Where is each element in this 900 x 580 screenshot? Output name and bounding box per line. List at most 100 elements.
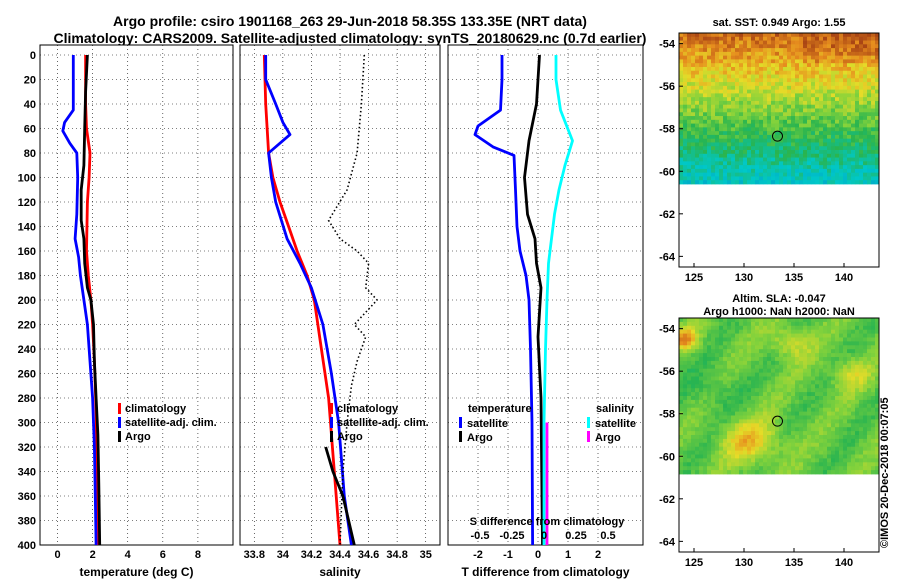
map-cell — [719, 165, 724, 170]
map-cell — [779, 431, 784, 436]
map-cell — [771, 341, 776, 346]
map-cell — [763, 333, 768, 338]
map-cell — [807, 36, 812, 41]
map-cell — [859, 396, 864, 401]
map-cell — [839, 63, 844, 68]
map-cell — [823, 466, 828, 471]
map-cell — [715, 423, 720, 428]
map-cell — [819, 458, 824, 463]
map-cell — [815, 341, 820, 346]
map-cell — [703, 161, 708, 166]
map-cell — [779, 142, 784, 147]
map-cell — [815, 59, 820, 64]
map-cell — [699, 123, 704, 128]
map-cell — [767, 384, 772, 389]
map-cell — [803, 349, 808, 354]
map-cell — [867, 89, 872, 94]
map-cell — [851, 89, 856, 94]
map-cell — [803, 116, 808, 121]
map-cell — [691, 458, 696, 463]
map-cell — [735, 384, 740, 389]
map-cell — [727, 66, 732, 72]
map-cell — [823, 372, 828, 377]
map-cell — [815, 131, 820, 136]
map-cell — [687, 176, 692, 181]
map-cell — [691, 51, 696, 57]
map-cell — [859, 36, 864, 41]
map-cell — [867, 368, 872, 373]
map-cell — [835, 150, 840, 155]
map-cell — [747, 368, 752, 373]
map-cell — [739, 411, 744, 416]
map-cell — [691, 36, 696, 41]
map-cell — [767, 415, 772, 420]
map-cell — [755, 51, 760, 57]
map-cell — [727, 131, 732, 136]
map-cell — [775, 119, 780, 124]
map-cell — [691, 357, 696, 362]
map-cell — [767, 403, 772, 409]
map-cell — [739, 438, 744, 444]
map-cell — [731, 48, 736, 53]
map-cell — [699, 470, 704, 475]
map-cell — [799, 384, 804, 389]
map-cell — [819, 454, 824, 459]
map-cell — [719, 40, 724, 45]
map-cell — [835, 431, 840, 436]
map-cell — [687, 329, 692, 334]
map-cell — [699, 341, 704, 346]
map-cell — [767, 423, 772, 428]
map-cell — [855, 321, 860, 327]
map-cell — [811, 108, 816, 113]
map-cell — [739, 450, 744, 455]
map-cell — [735, 325, 740, 331]
map-cell — [875, 396, 880, 401]
map-cell — [763, 325, 768, 331]
map-cell — [775, 337, 780, 342]
map-cell — [807, 89, 812, 94]
map-cell — [867, 172, 872, 177]
map-cell — [703, 446, 708, 451]
map-cell — [727, 376, 732, 381]
map-cell — [691, 127, 696, 132]
map-cell — [855, 40, 860, 45]
map-cell — [855, 470, 860, 475]
map-cell — [707, 435, 712, 440]
map-cell — [703, 131, 708, 136]
map-cell — [799, 180, 804, 185]
map-cell — [755, 134, 760, 140]
map-cell — [843, 372, 848, 377]
map-cell — [871, 396, 876, 401]
map-cell — [807, 329, 812, 334]
map-cell — [807, 364, 812, 370]
map-cell — [875, 127, 880, 132]
map-cell — [699, 116, 704, 121]
map-cell — [723, 66, 728, 72]
map-cell — [707, 36, 712, 41]
map-cell — [771, 33, 776, 38]
map-cell — [743, 376, 748, 381]
map-cell — [799, 63, 804, 68]
map-cell — [787, 446, 792, 451]
map-cell — [875, 44, 880, 49]
map-cell — [703, 172, 708, 177]
legend-swatch — [330, 403, 333, 414]
map-cell — [691, 131, 696, 136]
map-cell — [815, 450, 820, 455]
map-cell — [707, 353, 712, 358]
map-cell — [707, 142, 712, 147]
map-cell — [687, 78, 692, 83]
map-cell — [839, 380, 844, 385]
map-cell — [691, 104, 696, 109]
map-cell — [755, 112, 760, 117]
map-cell — [751, 40, 756, 45]
map-cell — [811, 435, 816, 440]
map-cell — [731, 321, 736, 327]
map-cell — [699, 353, 704, 358]
map-cell — [703, 116, 708, 121]
map-cell — [751, 427, 756, 432]
map-cell — [739, 157, 744, 162]
map-cell — [711, 419, 716, 424]
map-cell — [731, 384, 736, 389]
map-cell — [855, 403, 860, 409]
